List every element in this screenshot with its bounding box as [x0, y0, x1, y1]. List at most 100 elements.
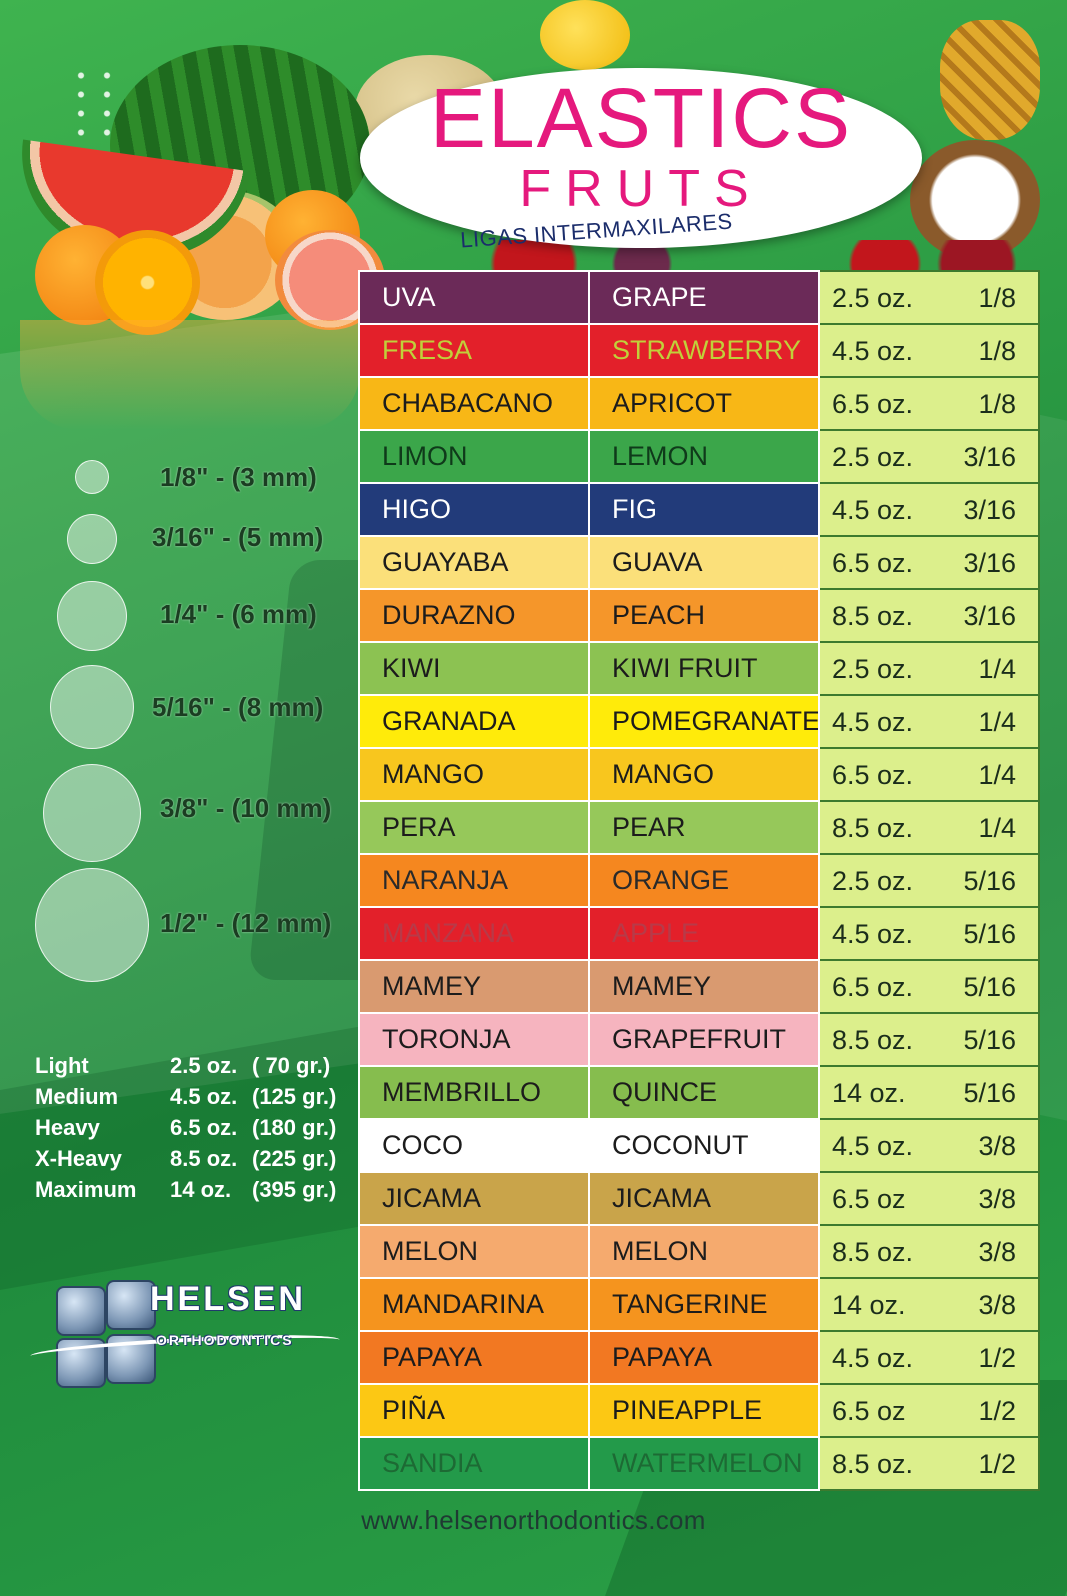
spec-cell: 8.5 oz. 5/16	[818, 1012, 1040, 1067]
size-value: 5/16	[963, 919, 1016, 949]
force-oz: 8.5 oz.	[170, 1146, 238, 1171]
bracket-cube-icon	[106, 1280, 156, 1330]
force-value: 4.5 oz.	[832, 495, 914, 525]
size-value: 1/8	[978, 336, 1016, 366]
table-row: PIÑA PINEAPPLE 6.5 oz 1/2	[358, 1383, 1040, 1438]
force-value: 6.5 oz.	[832, 389, 914, 419]
force-oz: 6.5 oz.	[170, 1115, 238, 1140]
table-row: MEMBRILLO QUINCE 14 oz. 5/16	[358, 1065, 1040, 1120]
table-row: SANDIA WATERMELON 8.5 oz. 1/2	[358, 1436, 1040, 1491]
size-value: 5/16	[963, 1078, 1016, 1108]
force-row: Heavy 6.5 oz. (180 gr.)	[35, 1115, 345, 1146]
spanish-name-cell: UVA	[358, 270, 590, 325]
table-row: CHABACANO APRICOT 6.5 oz. 1/8	[358, 376, 1040, 431]
force-value: 2.5 oz.	[832, 866, 914, 896]
size-circle-icon	[35, 868, 149, 982]
force-value: 4.5 oz.	[832, 1343, 914, 1373]
force-value: 14 oz.	[832, 1078, 906, 1108]
force-value: 6.5 oz.	[832, 972, 914, 1002]
english-name-cell: STRAWBERRY	[588, 323, 820, 378]
english-name-cell: FIG	[588, 482, 820, 537]
table-row: MANDARINA TANGERINE 14 oz. 3/8	[358, 1277, 1040, 1332]
spanish-name-cell: GRANADA	[358, 694, 590, 749]
spanish-name-cell: MANGO	[358, 747, 590, 802]
force-name: Medium	[35, 1084, 119, 1109]
table-row: MANZANA APPLE 4.5 oz. 5/16	[358, 906, 1040, 961]
spanish-name-cell: SANDIA	[358, 1436, 590, 1491]
force-value: 2.5 oz.	[832, 283, 914, 313]
english-name-cell: MELON	[588, 1224, 820, 1279]
size-label: 1/8" - (3 mm)	[160, 462, 317, 492]
spanish-name-cell: MAMEY	[358, 959, 590, 1014]
spanish-name-cell: LIMON	[358, 429, 590, 484]
english-name-cell: COCONUT	[588, 1118, 820, 1173]
force-value: 4.5 oz.	[832, 919, 914, 949]
orange-half-illustration	[95, 230, 200, 335]
english-name-cell: PEACH	[588, 588, 820, 643]
force-name: X-Heavy	[35, 1146, 122, 1171]
size-label: 1/2" - (12 mm)	[160, 908, 332, 938]
spanish-name-cell: KIWI	[358, 641, 590, 696]
spec-cell: 4.5 oz. 1/2	[818, 1330, 1040, 1385]
spec-cell: 4.5 oz. 3/16	[818, 482, 1040, 537]
spanish-name-cell: CHABACANO	[358, 376, 590, 431]
header-subtitle: FRUTS	[519, 160, 763, 218]
force-row: Light 2.5 oz. ( 70 gr.)	[35, 1053, 345, 1084]
table-row: MELON MELON 8.5 oz. 3/8	[358, 1224, 1040, 1279]
spanish-name-cell: MANZANA	[358, 906, 590, 961]
header-oval: ELASTICS FRUTS LIGAS INTERMAXILARES	[360, 68, 922, 252]
size-circle-icon	[50, 665, 134, 749]
english-name-cell: QUINCE	[588, 1065, 820, 1120]
english-name-cell: POMEGRANATE	[588, 694, 820, 749]
table-row: LIMON LEMON 2.5 oz. 3/16	[358, 429, 1040, 484]
english-name-cell: APPLE	[588, 906, 820, 961]
force-value: 4.5 oz.	[832, 336, 914, 366]
english-name-cell: PINEAPPLE	[588, 1383, 820, 1438]
spec-cell: 6.5 oz. 1/4	[818, 747, 1040, 802]
spec-cell: 6.5 oz. 5/16	[818, 959, 1040, 1014]
spanish-name-cell: PAPAYA	[358, 1330, 590, 1385]
table-row: TORONJA GRAPEFRUIT 8.5 oz. 5/16	[358, 1012, 1040, 1067]
bracket-cube-icon	[106, 1334, 156, 1384]
spec-cell: 2.5 oz. 1/4	[818, 641, 1040, 696]
elastics-table: UVA GRAPE 2.5 oz. 1/8 FRESA STRAWBERRY 4.5 oz.…	[358, 270, 1040, 1491]
force-name: Light	[35, 1053, 89, 1078]
spec-cell: 14 oz. 3/8	[818, 1277, 1040, 1332]
english-name-cell: TANGERINE	[588, 1277, 820, 1332]
spec-cell: 14 oz. 5/16	[818, 1065, 1040, 1120]
spec-cell: 8.5 oz. 3/16	[818, 588, 1040, 643]
force-value: 8.5 oz.	[832, 601, 914, 631]
size-value: 1/4	[978, 760, 1016, 790]
size-value: 5/16	[963, 866, 1016, 896]
force-oz: 14 oz.	[170, 1177, 232, 1202]
table-row: PAPAYA PAPAYA 4.5 oz. 1/2	[358, 1330, 1040, 1385]
size-label: 1/4" - (6 mm)	[160, 599, 317, 629]
bracket-cube-icon	[56, 1286, 106, 1336]
logo-subtitle: ORTHODONTICS	[156, 1332, 294, 1348]
table-row: DURAZNO PEACH 8.5 oz. 3/16	[358, 588, 1040, 643]
fruit-reflection	[20, 320, 360, 430]
size-circle-icon	[67, 514, 117, 564]
english-name-cell: WATERMELON	[588, 1436, 820, 1491]
force-gr: (395 gr.)	[252, 1177, 337, 1202]
table-row: MAMEY MAMEY 6.5 oz. 5/16	[358, 959, 1040, 1014]
size-label: 3/8" - (10 mm)	[160, 793, 332, 823]
size-value: 1/4	[978, 654, 1016, 684]
english-name-cell: PEAR	[588, 800, 820, 855]
force-gr: (225 gr.)	[252, 1146, 337, 1171]
table-row: HIGO FIG 4.5 oz. 3/16	[358, 482, 1040, 537]
english-name-cell: LEMON	[588, 429, 820, 484]
force-value: 8.5 oz.	[832, 813, 914, 843]
table-row: UVA GRAPE 2.5 oz. 1/8	[358, 270, 1040, 325]
force-legend: Light 2.5 oz. ( 70 gr.) Medium 4.5 oz. (…	[35, 1053, 345, 1208]
english-name-cell: MAMEY	[588, 959, 820, 1014]
size-value: 1/4	[978, 813, 1016, 843]
spanish-name-cell: MANDARINA	[358, 1277, 590, 1332]
spec-cell: 4.5 oz. 1/8	[818, 323, 1040, 378]
spec-cell: 6.5 oz. 3/16	[818, 535, 1040, 590]
english-name-cell: JICAMA	[588, 1171, 820, 1226]
table-row: PERA PEAR 8.5 oz. 1/4	[358, 800, 1040, 855]
force-row: Medium 4.5 oz. (125 gr.)	[35, 1084, 345, 1115]
size-value: 1/8	[978, 283, 1016, 313]
english-name-cell: PAPAYA	[588, 1330, 820, 1385]
